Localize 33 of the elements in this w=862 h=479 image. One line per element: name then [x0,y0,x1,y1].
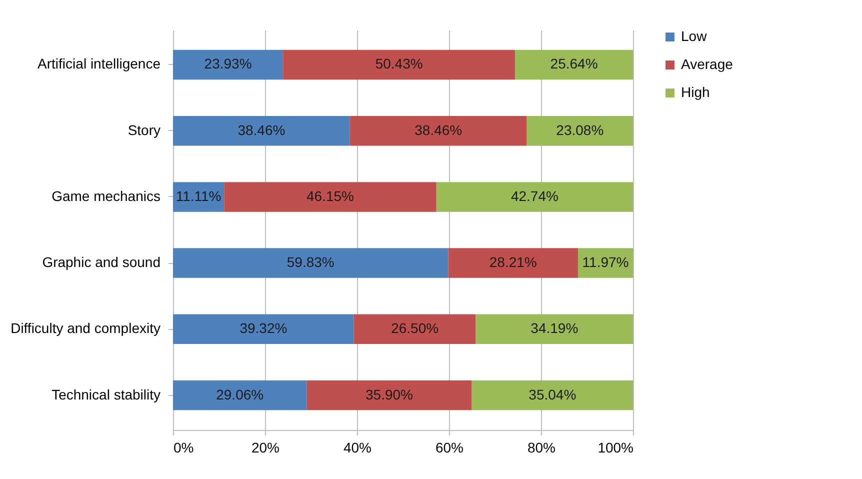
x-tick-label: 20% [251,440,280,456]
data-label: 42.74% [510,188,558,204]
x-tick-label: 40% [343,440,372,456]
y-tick-label: Technical stability [52,386,160,402]
data-label: 11.11% [176,188,222,204]
y-tick-label: Artificial intelligence [38,56,161,72]
legend-label: Low [681,28,708,44]
data-label: 23.93% [204,56,252,72]
data-label: 28.21% [489,254,537,270]
data-label: 39.32% [240,320,288,336]
data-label: 23.08% [556,122,604,138]
y-tick-label: Story [128,122,160,138]
x-tick-label: 0% [174,440,194,456]
x-tick-label: 100% [598,440,634,456]
data-label: 46.15% [306,188,354,204]
data-label: 26.50% [391,320,439,336]
legend-label: Average [681,56,734,72]
data-label: 34.19% [530,320,578,336]
y-tick-label: Graphic and sound [42,254,160,270]
data-label: 35.04% [528,386,576,402]
x-tick-label: 60% [435,440,464,456]
data-label: 59.83% [286,254,334,270]
legend-label: High [681,84,710,100]
y-tick-label: Game mechanics [52,188,160,204]
data-label: 38.46% [414,122,462,138]
data-label: 25.64% [550,56,598,72]
x-tick-label: 80% [527,440,556,456]
data-label: 38.46% [238,122,286,138]
data-label: 11.97% [582,254,629,270]
data-label: 35.90% [366,386,413,402]
y-tick-label: Difficulty and complexity [10,320,160,336]
data-label: 50.43% [375,56,423,72]
data-label: 29.06% [216,386,264,402]
